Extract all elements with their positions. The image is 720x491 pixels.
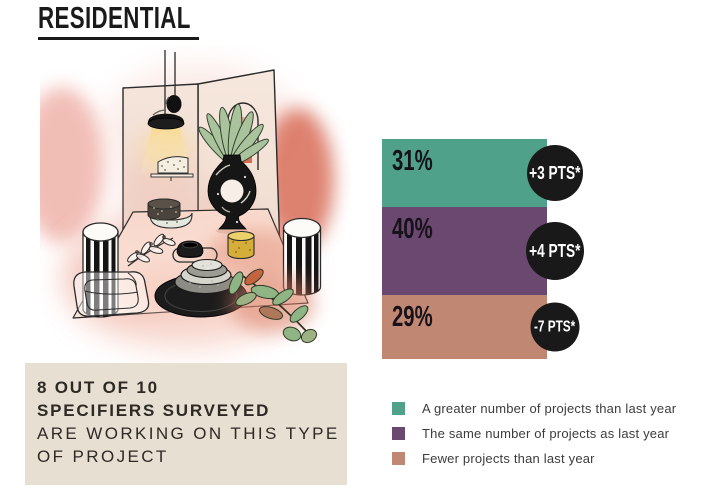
legend-label: A greater number of projects than last y… [422,401,677,416]
sprig-outline [127,233,176,267]
yellow-cup [227,230,255,260]
legend-label: The same number of projects as last year [422,426,670,441]
pendant-lamp [147,50,185,130]
callout-line-4: OF PROJECT [37,447,169,466]
bar-value-label: 31% [392,145,433,177]
bar-value-label: 40% [392,213,433,245]
legend-item-same: The same number of projects as last year [392,421,676,446]
tray-with-bowl [172,240,218,263]
page-title: RESIDENTIAL [38,0,191,35]
residential-room-illustration [40,50,334,350]
legend-label: Fewer projects than last year [422,451,595,466]
stacked-bar-chart: 31% +3 PTS* 40% +4 PTS* 29% -7 PTS* [382,139,584,359]
callout-line-3: ARE WORKING ON THIS TYPE [37,424,340,443]
change-badge-label: +3 PTS* [529,162,581,183]
callout-line-1: 8 OUT OF 10 [37,378,159,397]
change-badge: -7 PTS* [530,302,580,352]
legend-item-greater: A greater number of projects than last y… [392,396,676,421]
wireframe-sketch [73,271,150,317]
change-badge-label: +4 PTS* [529,240,581,261]
speckled-canister-and-bowl [147,198,193,229]
leaf-branch [228,268,318,344]
change-badge: +4 PTS* [526,222,584,280]
stool-left [82,222,119,318]
legend-item-fewer: Fewer projects than last year [392,446,676,471]
plate-stack [154,258,248,318]
title-underline [38,37,199,40]
bar-greater-projects: 31% +3 PTS* [382,139,583,207]
survey-callout-box: 8 OUT OF 10 SPECIFIERS SURVEYED ARE WORK… [25,363,347,485]
bar-same-projects: 40% +4 PTS* [382,207,584,295]
legend-swatch-teal [392,402,405,415]
chart-legend: A greater number of projects than last y… [392,396,676,471]
donut-vase [207,154,257,234]
legend-swatch-salmon [392,452,405,465]
bar-value-label: 29% [392,301,433,333]
change-badge: +3 PTS* [527,145,583,201]
legend-swatch-purple [392,427,405,440]
bar-fewer-projects: 29% -7 PTS* [382,295,580,359]
callout-line-2: SPECIFIERS SURVEYED [37,401,271,420]
wall-shelf [150,156,194,181]
change-badge-label: -7 PTS* [534,318,576,335]
